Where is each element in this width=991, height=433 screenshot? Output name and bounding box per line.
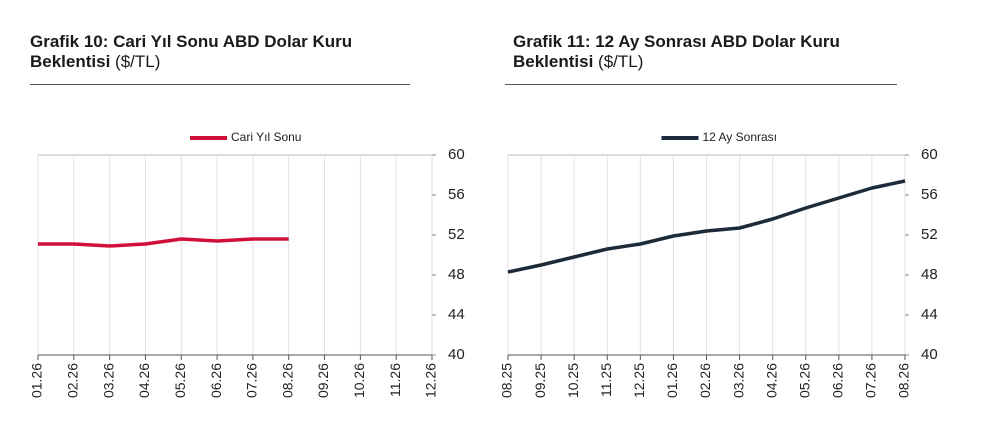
y-tick-label: 52 (921, 226, 938, 243)
title-text: Grafik 11: 12 Ay Sonrası ABD Dolar Kuru … (513, 32, 840, 71)
x-tick-label: 08.25 (499, 363, 515, 398)
x-tick-label: 11.25 (598, 363, 614, 397)
y-tick-label: 60 (921, 146, 938, 163)
x-tick-label: 05.26 (796, 363, 812, 398)
y-tick-label: 40 (921, 346, 938, 363)
x-tick-label: 04.26 (763, 363, 779, 398)
y-tick-label: 60 (448, 146, 465, 163)
line-series (507, 179, 906, 274)
title-rule (505, 84, 897, 85)
x-tick-label: 01.26 (664, 363, 680, 398)
y-tick-label: 56 (921, 186, 938, 203)
legend-label: 12 Ay Sonrası (703, 130, 778, 144)
x-tick-label: 10.26 (351, 363, 367, 398)
x-tick-label: 03.26 (730, 363, 746, 398)
x-tick-label: 02.26 (697, 363, 713, 398)
x-tick-label: 06.26 (830, 363, 846, 398)
x-tick-label: 02.26 (65, 363, 81, 398)
x-tick-label: 11.26 (387, 363, 403, 397)
x-tick-label: 08.26 (279, 363, 295, 398)
legend-label: Cari Yıl Sonu (231, 130, 301, 144)
y-tick-label: 56 (448, 186, 465, 203)
title-text: Grafik 10: Cari Yıl Sonu ABD Dolar Kuru … (30, 32, 353, 71)
unit: ($/TL) (115, 52, 161, 71)
unit: ($/TL) (598, 52, 644, 71)
chart-title: Grafik 10: Cari Yıl Sonu ABD Dolar Kuru … (30, 32, 410, 72)
x-tick-label: 01.26 (29, 363, 45, 398)
x-tick-label: 10.25 (565, 363, 581, 398)
y-tick-label: 44 (448, 306, 465, 323)
x-tick-label: 03.26 (100, 363, 116, 398)
y-tick-label: 48 (448, 266, 465, 283)
x-tick-label: 12.25 (631, 363, 647, 398)
x-tick-label: 04.26 (136, 363, 152, 398)
y-tick-label: 44 (921, 306, 938, 323)
y-tick-label: 48 (921, 266, 938, 283)
x-tick-label: 09.25 (532, 363, 548, 398)
y-tick-label: 52 (448, 226, 465, 243)
x-tick-label: 12.26 (423, 363, 439, 398)
x-tick-label: 05.26 (172, 363, 188, 398)
line-series (38, 237, 289, 248)
x-tick-label: 07.26 (244, 363, 260, 398)
x-tick-label: 07.26 (863, 363, 879, 398)
x-tick-label: 09.26 (315, 363, 331, 398)
x-tick-label: 06.26 (208, 363, 224, 398)
plot-area (37, 154, 433, 356)
chart-title: Grafik 11: 12 Ay Sonrası ABD Dolar Kuru … (513, 32, 893, 72)
title-rule (30, 84, 410, 85)
x-tick-label: 08.26 (896, 363, 912, 398)
y-tick-label: 40 (448, 346, 465, 363)
